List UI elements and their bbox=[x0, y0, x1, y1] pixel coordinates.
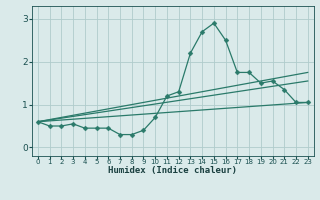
X-axis label: Humidex (Indice chaleur): Humidex (Indice chaleur) bbox=[108, 166, 237, 175]
